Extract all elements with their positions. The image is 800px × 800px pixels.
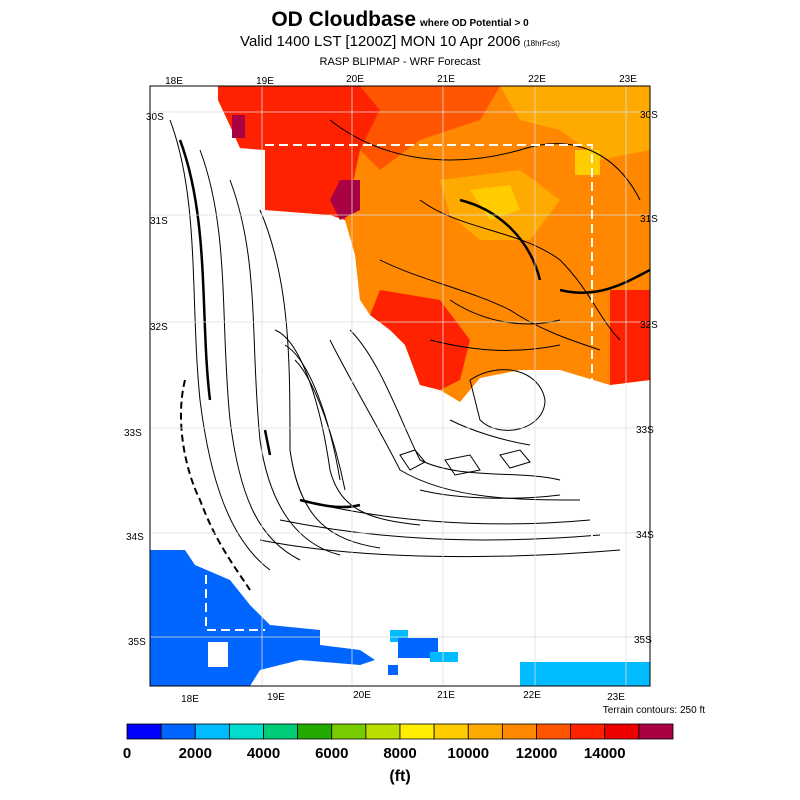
colorbar [126, 723, 674, 740]
lon-label-top: 23E [619, 74, 637, 85]
lat-labels: 30S 31S 32S 33S 34S 35S 30S 31S 32S 33S … [124, 110, 658, 648]
coastline [180, 379, 251, 591]
colorbar-swatch [365, 723, 401, 740]
terrain-contours-major [178, 139, 650, 509]
colorbar-tick-label: 8000 [383, 745, 417, 762]
lat-label-right: 32S [640, 320, 658, 331]
lon-label-bottom: 23E [607, 692, 625, 703]
lat-label-right: 35S [634, 635, 652, 646]
colorbar-swatch [126, 723, 162, 740]
lon-label-top: 22E [528, 74, 546, 85]
lon-label-bottom: 20E [353, 690, 371, 701]
lon-label-bottom: 21E [437, 690, 455, 701]
forecast-hour: (18hrFcst) [523, 39, 560, 48]
lon-label-top: 18E [165, 76, 183, 87]
lon-label-top: 19E [256, 76, 274, 87]
graticule [150, 86, 650, 686]
colorbar-swatch [604, 723, 640, 740]
colorbar-swatch [638, 723, 674, 740]
colorbar-tick-label: 12000 [515, 745, 558, 762]
colorbar-tick-label: 6000 [315, 745, 349, 762]
lat-label-right: 33S [636, 425, 654, 436]
lat-label-right: 30S [640, 110, 658, 121]
colorbar-swatch [501, 723, 537, 740]
colorbar-swatch [228, 723, 264, 740]
lon-label-bottom: 22E [523, 690, 541, 701]
lon-label-top: 20E [346, 74, 364, 85]
colorbar-swatch [297, 723, 333, 740]
colorbar-swatch [536, 723, 572, 740]
colorbar-tick-label: 0 [122, 745, 132, 762]
colorbar-swatch [570, 723, 606, 740]
map-source: RASP BLIPMAP - WRF Forecast [319, 56, 481, 68]
lat-label-right: 31S [640, 214, 658, 225]
lon-labels: 18E 19E 20E 21E 22E 23E 18E 19E 20E 21E … [165, 74, 637, 705]
colorbar-swatch [331, 723, 367, 740]
lat-label-left: 30S [146, 112, 164, 123]
lon-label-bottom: 18E [181, 694, 199, 705]
lat-label-left: 34S [126, 532, 144, 543]
colorbar-swatch [467, 723, 503, 740]
colorbar-swatch [399, 723, 435, 740]
colorbar-tick-label: 10000 [447, 745, 490, 762]
lon-label-top: 21E [437, 74, 455, 85]
colorbar-swatch [263, 723, 299, 740]
lat-label-left: 33S [124, 428, 142, 439]
colorbar-tick-label: 4000 [246, 745, 281, 762]
colorbar-swatch [433, 723, 469, 740]
lat-label-left: 35S [128, 637, 146, 648]
map-plot-area [150, 86, 650, 686]
colorbar-swatch [160, 723, 196, 740]
map-subtitle: Valid 1400 LST [1200Z] MON 10 Apr 2006 (1… [240, 33, 560, 50]
lon-label-bottom: 19E [267, 692, 285, 703]
inner-domain-boundary [205, 144, 593, 631]
map-title: OD Cloudbase where OD Potential > 0 [271, 8, 529, 31]
map-frame [149, 85, 651, 687]
colorbar-unit: (ft) [389, 768, 411, 785]
lat-label-left: 31S [150, 216, 168, 227]
colorbar-swatch [194, 723, 230, 740]
map-title-qualifier: where OD Potential > 0 [420, 18, 529, 29]
colorbar-tick-label: 2000 [178, 745, 212, 762]
lat-label-right: 34S [636, 530, 654, 541]
lat-label-left: 32S [150, 322, 168, 333]
colorbar-tick-label: 14000 [583, 745, 626, 762]
terrain-contour-note: Terrain contours: 250 ft [602, 705, 705, 716]
